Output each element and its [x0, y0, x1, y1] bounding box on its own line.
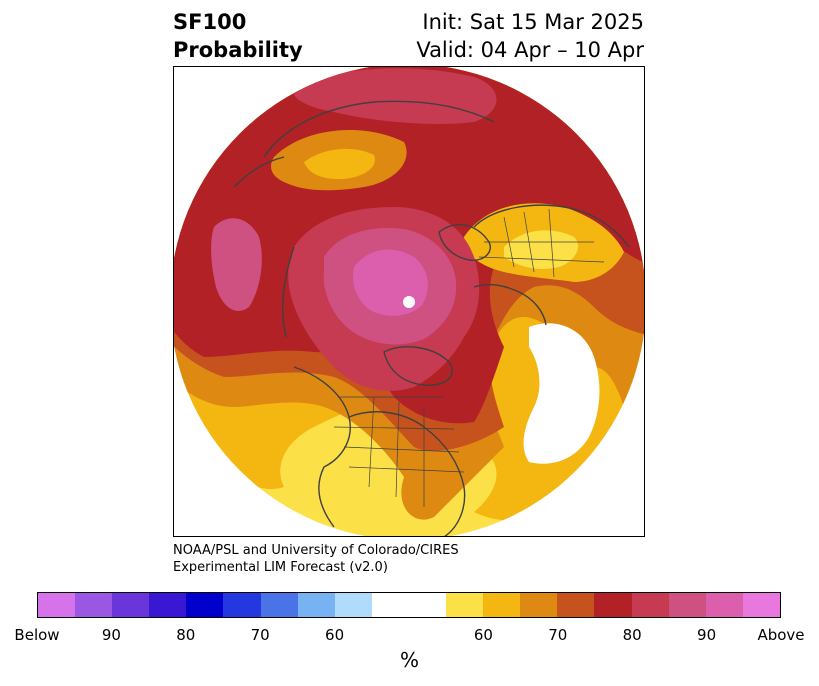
- colorbar: [37, 592, 781, 618]
- prob-65-siberia: [304, 148, 375, 180]
- political-borders: [333, 208, 605, 507]
- colorbar-swatch: [742, 593, 780, 617]
- colorbar-tick-label: 80: [176, 626, 196, 644]
- colorbar-tick-label: Below: [14, 626, 60, 644]
- forecast-dates: Init: Sat 15 Mar 2025 Valid: 04 Apr – 10…: [416, 8, 644, 64]
- colorbar-swatch: [112, 593, 150, 617]
- colorbar-tick-label: 70: [548, 626, 568, 644]
- colorbar-swatch: [631, 593, 669, 617]
- colorbar-units: %: [399, 648, 419, 672]
- colorbar-swatch: [557, 593, 595, 617]
- colorbar-swatch: [371, 593, 409, 617]
- colorbar-swatch: [594, 593, 632, 617]
- title-line-2: Probability: [173, 38, 303, 62]
- coastlines: [233, 100, 630, 536]
- colorbar-swatch: [520, 593, 558, 617]
- colorbar-tick-label: 90: [101, 626, 121, 644]
- chart-title: SF100 Probability: [173, 8, 303, 64]
- colorbar-swatch: [260, 593, 298, 617]
- colorbar-ticks: Below 90 80 70 60 60 70 80 90 Above: [14, 626, 804, 646]
- colorbar-swatch: [75, 593, 113, 617]
- credit-line-2: Experimental LIM Forecast (v2.0): [173, 560, 388, 575]
- colorbar-swatch: [38, 593, 76, 617]
- prob-60-europe-inner: [504, 230, 579, 269]
- colorbar-tick-label: 80: [622, 626, 642, 644]
- colorbar-tick-label: 90: [697, 626, 717, 644]
- colorbar-swatch: [149, 593, 187, 617]
- colorbar-tick-label: 70: [250, 626, 270, 644]
- north-pole-marker: [403, 296, 415, 308]
- colorbar-tick-label: 60: [473, 626, 493, 644]
- data-credit: NOAA/PSL and University of Colorado/CIRE…: [173, 542, 459, 576]
- colorbar-swatch: [297, 593, 335, 617]
- prob-85-top: [293, 68, 497, 124]
- colorbar-swatch: [668, 593, 706, 617]
- colorbar-swatch: [186, 593, 224, 617]
- title-line-1: SF100: [173, 10, 247, 34]
- prob-normal-atlantic: [523, 323, 600, 464]
- colorbar-tick-label: Above: [757, 626, 805, 644]
- polar-map-svg: [174, 67, 644, 536]
- colorbar-swatch: [446, 593, 484, 617]
- forecast-map: [173, 66, 645, 537]
- valid-range: Valid: 04 Apr – 10 Apr: [416, 38, 644, 62]
- colorbar-swatch: [223, 593, 261, 617]
- credit-line-1: NOAA/PSL and University of Colorado/CIRE…: [173, 543, 459, 558]
- colorbar-tick-label: 60: [325, 626, 345, 644]
- colorbar-swatch: [334, 593, 372, 617]
- colorbar-swatch: [483, 593, 521, 617]
- colorbar-swatch: [705, 593, 743, 617]
- colorbar-swatch: [408, 593, 447, 617]
- prob-90-pacific: [211, 218, 262, 311]
- init-date: Init: Sat 15 Mar 2025: [422, 10, 644, 34]
